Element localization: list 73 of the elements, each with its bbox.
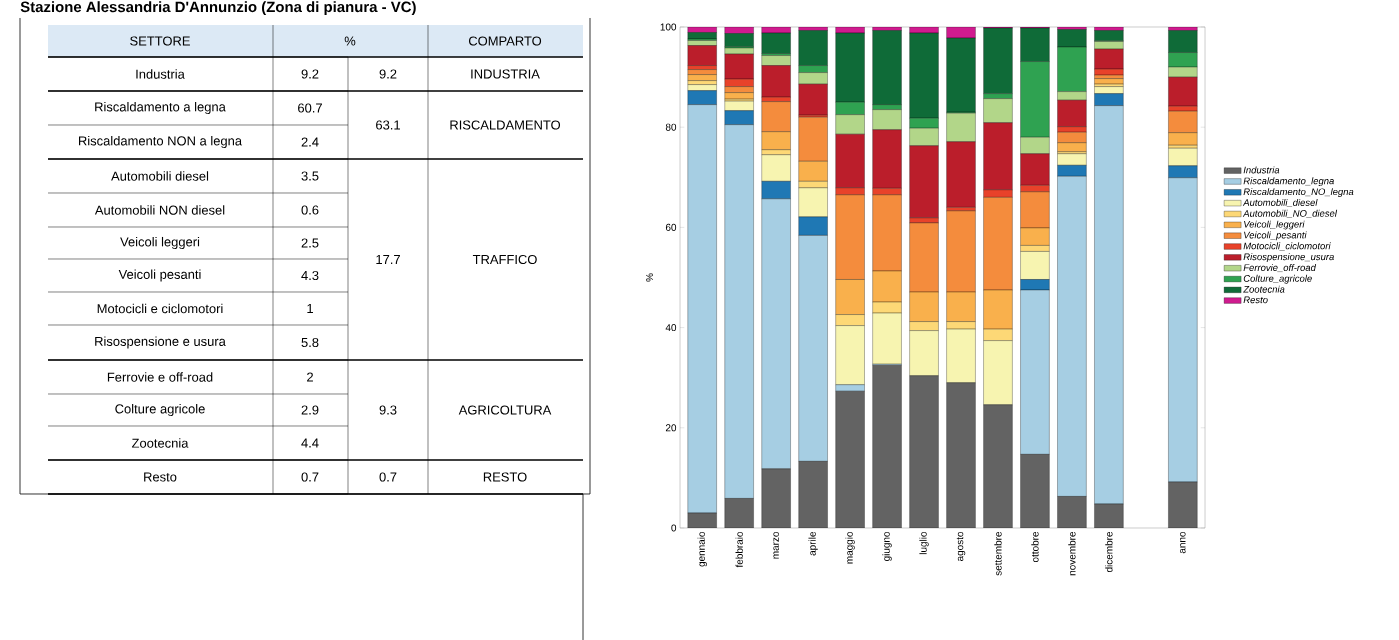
legend-label: Motocicli_ciclomotori bbox=[1243, 242, 1331, 251]
text: RISCALDAMENTO bbox=[450, 120, 561, 130]
text: Risospensione e usura bbox=[95, 336, 226, 349]
text: COMPARTO bbox=[468, 36, 542, 46]
text: 9.2 bbox=[379, 69, 397, 79]
legend-label: Colture_agricole bbox=[1243, 274, 1312, 284]
legend-label: Automobili_NO_diesel bbox=[1242, 209, 1338, 218]
text: Stazione Alessandria D'Annunzio (Zona di pianura - VC) bbox=[20, 1, 416, 15]
text: TRAFFICO bbox=[472, 254, 537, 264]
text: Veicoli leggeri bbox=[120, 236, 200, 249]
text: 4.4 bbox=[301, 438, 319, 448]
legend-label: Riscaldamento_legna bbox=[1243, 177, 1334, 186]
x-tick-label: ottobre bbox=[1031, 531, 1039, 562]
text: Automobili diesel bbox=[111, 171, 209, 181]
x-tick-label: anno bbox=[1180, 531, 1186, 554]
text: Riscaldamento a legna bbox=[95, 101, 226, 114]
legend-label: Ferrovie_off-road bbox=[1243, 263, 1317, 272]
y-axis-title: % bbox=[646, 273, 654, 282]
text: 2.9 bbox=[301, 405, 319, 415]
text: Ferrovie e off-road bbox=[107, 372, 213, 382]
text: INDUSTRIA bbox=[471, 69, 540, 79]
legend-label: Veicoli_leggeri bbox=[1244, 220, 1305, 230]
x-tick-label: maggio bbox=[845, 531, 855, 564]
text: AGRICOLTURA bbox=[458, 405, 552, 415]
legend-label: Risospensione_usura bbox=[1243, 253, 1334, 262]
legend-label: Veicoli_pesanti bbox=[1244, 231, 1307, 241]
text: Riscaldamento NON a legna bbox=[79, 135, 243, 148]
text: 63.1 bbox=[376, 120, 400, 130]
text: 5.8 bbox=[301, 337, 319, 347]
x-tick-label: aprile bbox=[808, 531, 818, 556]
text: 60.7 bbox=[298, 103, 322, 113]
y-tick-label: 100 bbox=[660, 23, 677, 31]
legend-label: Zootecnia bbox=[1243, 285, 1285, 293]
y-tick-label: 80 bbox=[665, 123, 677, 131]
text: 3.5 bbox=[301, 171, 319, 181]
text: RESTO bbox=[483, 472, 527, 482]
text: Automobili NON diesel bbox=[94, 205, 225, 215]
x-tick-label: dicembre bbox=[1105, 531, 1113, 572]
y-tick-label: 20 bbox=[665, 424, 677, 432]
text: 0.7 bbox=[379, 472, 397, 482]
x-tick-label: luglio bbox=[919, 531, 929, 554]
text: Colture agricole bbox=[115, 403, 205, 416]
text: 0.7 bbox=[301, 472, 319, 482]
text: 0.6 bbox=[301, 205, 319, 215]
text: 2.4 bbox=[301, 137, 319, 147]
text: 4.3 bbox=[301, 270, 319, 280]
text: 9.3 bbox=[379, 405, 397, 415]
y-tick-label: 0 bbox=[671, 524, 677, 532]
x-tick-label: febbraio bbox=[735, 531, 743, 568]
y-tick-label: 60 bbox=[665, 223, 677, 231]
text: % bbox=[344, 36, 356, 46]
legend-label: Automobili_diesel bbox=[1242, 198, 1318, 207]
text: Motocicli e ciclomotori bbox=[97, 303, 223, 314]
text: Veicoli pesanti bbox=[118, 269, 201, 282]
x-tick-label: settembre bbox=[994, 531, 1002, 576]
text: 17.7 bbox=[376, 254, 400, 264]
y-tick-label: 40 bbox=[665, 323, 677, 331]
legend-label: Industria bbox=[1243, 166, 1280, 174]
text: 9.2 bbox=[301, 69, 319, 79]
x-tick-label: agosto bbox=[956, 531, 966, 561]
legend-label: Riscaldamento_NO_legna bbox=[1243, 187, 1354, 197]
text: Zootecnia bbox=[131, 438, 189, 448]
text: 2.5 bbox=[301, 238, 319, 248]
text: Resto bbox=[144, 472, 177, 482]
x-tick-label: giugno bbox=[882, 531, 892, 561]
text: Industria bbox=[136, 69, 185, 79]
text: 1 bbox=[307, 303, 313, 313]
legend-label: Resto bbox=[1243, 296, 1268, 303]
x-tick-label: marzo bbox=[773, 531, 779, 559]
text: 2 bbox=[307, 372, 313, 382]
x-tick-label: novembre bbox=[1068, 531, 1076, 575]
x-tick-label: gennaio bbox=[697, 531, 707, 567]
text: SETTORE bbox=[130, 36, 190, 46]
